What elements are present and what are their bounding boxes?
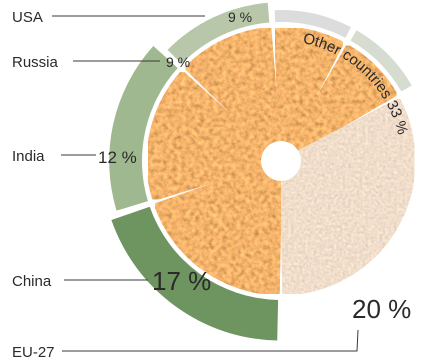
share-rings <box>109 2 412 341</box>
label-russia: Russia <box>12 54 59 71</box>
ring-india <box>167 2 270 64</box>
value-india: 12 % <box>98 148 137 167</box>
center-hub <box>261 141 301 181</box>
slice-eu-27 <box>153 158 283 296</box>
slice-china <box>146 69 284 202</box>
ring-usa <box>350 30 412 92</box>
label-eu-27: EU-27 <box>12 344 55 361</box>
ring-eu-27 <box>111 206 279 341</box>
label-usa: USA <box>12 9 43 26</box>
slice-usa <box>276 43 399 166</box>
slice-other-countries <box>279 97 416 296</box>
slice-india <box>183 26 283 165</box>
pie-slices <box>146 26 416 296</box>
value-russia: 9 % <box>166 54 190 70</box>
slice-russia <box>273 26 345 167</box>
value-eu-27: 20 % <box>352 294 411 324</box>
leader-lines <box>52 15 359 352</box>
label-india: India <box>12 148 45 165</box>
value-china: 17 % <box>152 266 211 296</box>
leader-eu-27 <box>62 329 359 352</box>
label-china: China <box>12 273 52 290</box>
value-usa: 9 % <box>228 9 252 25</box>
ring-russia <box>274 9 351 38</box>
ring-china <box>109 46 178 211</box>
